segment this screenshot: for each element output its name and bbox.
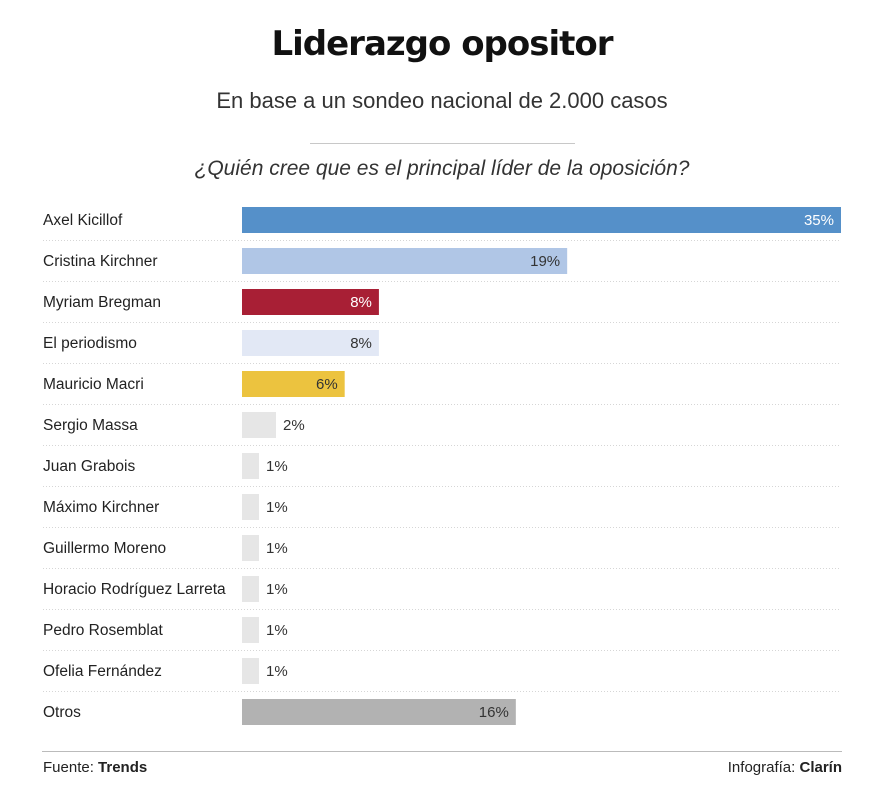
source-name: Trends <box>98 759 148 776</box>
bar <box>242 248 568 274</box>
footer-divider <box>42 751 842 752</box>
credit-name: Clarín <box>799 759 842 776</box>
category-label: Guillermo Moreno <box>43 540 166 557</box>
data-label: 19% <box>530 253 560 270</box>
footer-credit: Infografía: Clarín <box>728 759 842 776</box>
bar <box>242 699 516 725</box>
chart-subtitle: En base a un sondeo nacional de 2.000 ca… <box>216 88 668 113</box>
bar <box>242 330 379 356</box>
data-label: 1% <box>266 581 288 598</box>
bar <box>242 494 259 520</box>
source-prefix: Fuente: <box>43 759 99 776</box>
data-label: 8% <box>350 294 372 311</box>
category-label: Axel Kicillof <box>43 212 123 229</box>
chart-title: Liderazgo opositor <box>271 24 613 64</box>
category-label: Mauricio Macri <box>43 376 144 393</box>
category-label: Otros <box>43 704 81 721</box>
bar-chart: Axel Kicillof 35% Cristina Kirchner 19% Myri… <box>43 207 841 725</box>
bar <box>242 207 841 233</box>
category-label: Máximo Kirchner <box>43 499 159 516</box>
category-label: Horacio Rodríguez Larreta <box>43 581 226 598</box>
credit-prefix: Infografía: <box>727 759 800 776</box>
category-label: Juan Grabois <box>43 458 135 475</box>
category-label: El periodismo <box>43 335 137 352</box>
data-label: 35% <box>804 212 834 229</box>
bar <box>242 371 345 397</box>
data-label: 6% <box>316 376 338 393</box>
bar <box>242 453 259 479</box>
bar <box>242 658 259 684</box>
footer-source: Fuente: Trends <box>43 759 147 776</box>
bar <box>242 412 276 438</box>
data-label: 16% <box>479 704 509 721</box>
data-label: 1% <box>266 458 288 475</box>
data-label: 1% <box>266 499 288 516</box>
category-label: Ofelia Fernández <box>43 663 162 680</box>
bar <box>242 617 259 643</box>
category-label: Pedro Rosemblat <box>43 622 163 639</box>
bar <box>242 289 379 315</box>
category-label: Sergio Massa <box>43 417 138 434</box>
chart-question: ¿Quién cree que es el principal líder de… <box>194 157 690 180</box>
data-label: 2% <box>283 417 305 434</box>
data-label: 1% <box>266 663 288 680</box>
title-divider <box>310 143 575 144</box>
category-label: Cristina Kirchner <box>43 253 158 270</box>
data-label: 1% <box>266 540 288 557</box>
bar <box>242 535 259 561</box>
category-label: Myriam Bregman <box>43 294 161 311</box>
data-label: 8% <box>350 335 372 352</box>
bar <box>242 576 259 602</box>
data-label: 1% <box>266 622 288 639</box>
